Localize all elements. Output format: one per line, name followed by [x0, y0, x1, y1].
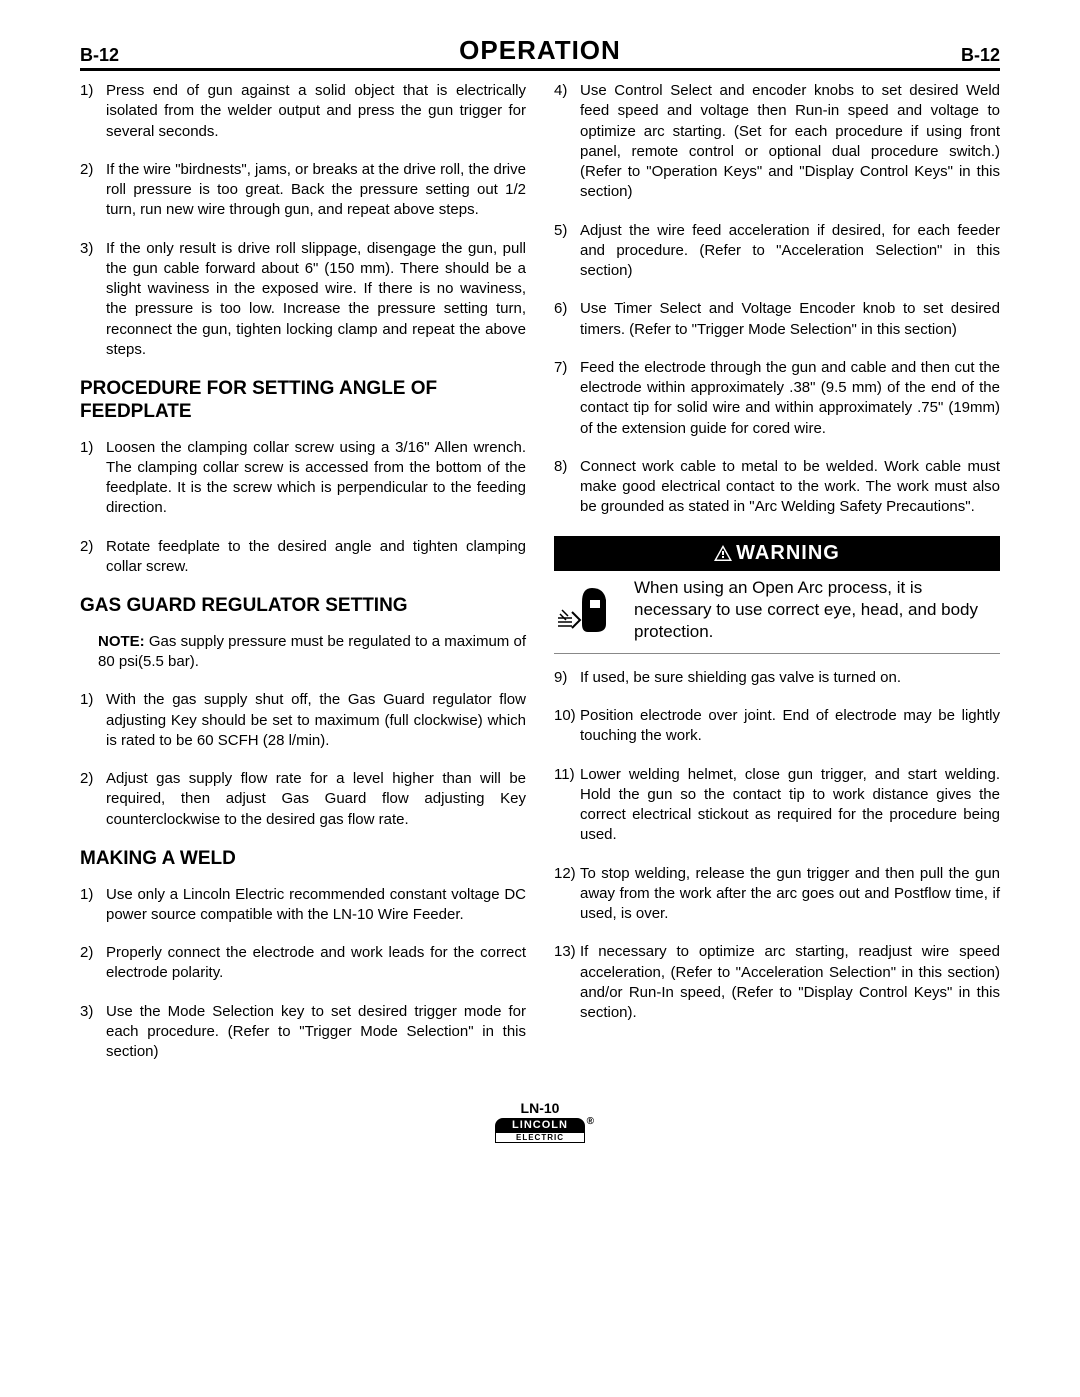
header-title: OPERATION — [459, 35, 621, 66]
warning-text: When using an Open Arc process, it is ne… — [634, 577, 1000, 643]
list-item: 8)Connect work cable to metal to be weld… — [554, 457, 1000, 518]
list-item: 1)Loosen the clamping collar screw using… — [80, 438, 526, 519]
heading-gas: GAS GUARD REGULATOR SETTING — [80, 595, 526, 618]
list-item: 2)Rotate feedplate to the desired angle … — [80, 537, 526, 578]
list-item: 7)Feed the electrode through the gun and… — [554, 358, 1000, 439]
list-item: 4)Use Control Select and encoder knobs t… — [554, 81, 1000, 203]
registered-icon: ® — [587, 1116, 595, 1127]
list-item: 1)Press end of gun against a solid objec… — [80, 81, 526, 142]
list-item: 3)Use the Mode Selection key to set desi… — [80, 1002, 526, 1063]
header-right: B-12 — [961, 45, 1000, 66]
warning-content: When using an Open Arc process, it is ne… — [554, 577, 1000, 643]
list-item: 9)If used, be sure shielding gas valve i… — [554, 668, 1000, 688]
warning-header: WARNING — [554, 536, 1000, 571]
right-column: 4)Use Control Select and encoder knobs t… — [554, 81, 1000, 1080]
left-column: 1)Press end of gun against a solid objec… — [80, 81, 526, 1080]
list-item: 3)If the only result is drive roll slipp… — [80, 239, 526, 361]
list-item: 5)Adjust the wire feed acceleration if d… — [554, 221, 1000, 282]
gas-note: NOTE: Gas supply pressure must be regula… — [80, 632, 526, 673]
list-item: 2)Properly connect the electrode and wor… — [80, 943, 526, 984]
heading-weld: MAKING A WELD — [80, 848, 526, 871]
list-item: 6)Use Timer Select and Voltage Encoder k… — [554, 299, 1000, 340]
list-item: 10)Position electrode over joint. End of… — [554, 706, 1000, 747]
page-footer: LN-10 LINCOLN® ELECTRIC — [80, 1100, 1000, 1143]
warning-triangle-icon — [714, 545, 732, 561]
list-item: 2)If the wire "birdnests", jams, or brea… — [80, 160, 526, 221]
model-number: LN-10 — [80, 1100, 1000, 1116]
list-item: 12)To stop welding, release the gun trig… — [554, 864, 1000, 925]
heading-feedplate: PROCEDURE FOR SETTING ANGLE OF FEEDPLATE — [80, 378, 526, 424]
list-item: 13)If necessary to optimize arc starting… — [554, 942, 1000, 1023]
list-item: 1)Use only a Lincoln Electric recommende… — [80, 885, 526, 926]
separator — [554, 653, 1000, 654]
lincoln-logo: LINCOLN® ELECTRIC — [495, 1118, 585, 1143]
list-item: 11)Lower welding helmet, close gun trigg… — [554, 765, 1000, 846]
list-item: 1)With the gas supply shut off, the Gas … — [80, 690, 526, 751]
welding-helmet-icon — [554, 582, 624, 638]
header-left: B-12 — [80, 45, 119, 66]
content-columns: 1)Press end of gun against a solid objec… — [80, 81, 1000, 1080]
list-item: 2)Adjust gas supply flow rate for a leve… — [80, 769, 526, 830]
page-header: B-12 OPERATION B-12 — [80, 35, 1000, 71]
